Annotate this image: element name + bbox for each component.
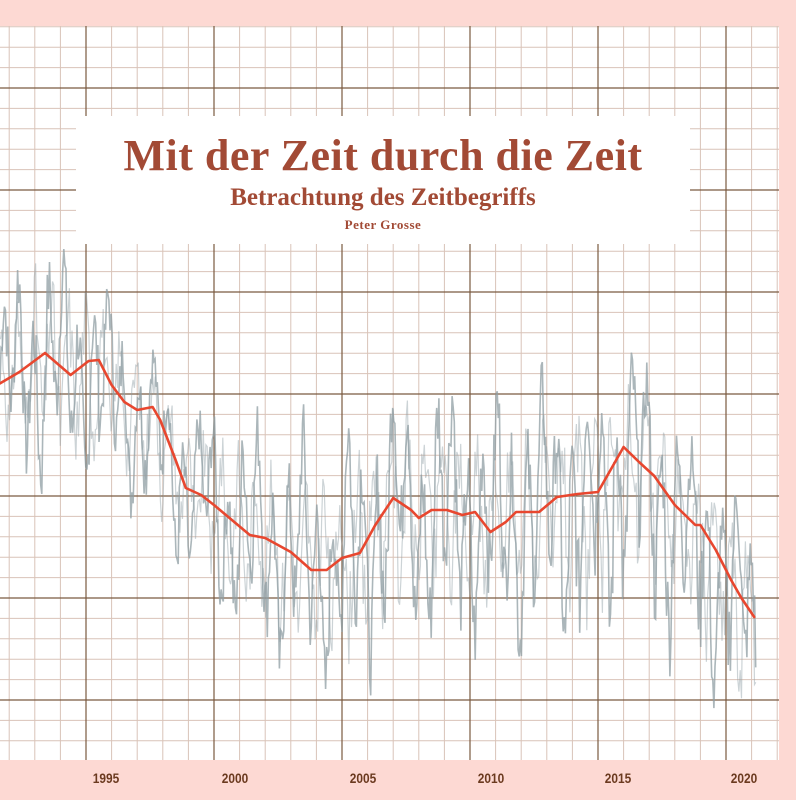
chart-subtitle: Betrachtung des Zeitbegriffs (230, 184, 536, 211)
x-tick-label: 2020 (730, 770, 758, 786)
x-tick-label: 1995 (92, 770, 120, 786)
chart-title: Mit der Zeit durch die Zeit (123, 131, 643, 180)
x-tick-label: 2015 (604, 770, 632, 786)
raw-data-series (0, 249, 757, 709)
trend-line-series (0, 351, 756, 619)
x-tick-label: 2005 (349, 770, 377, 786)
chart-author: Peter Grosse (344, 217, 422, 232)
x-tick-label: 2010 (477, 770, 505, 786)
x-tick-label: 2000 (221, 770, 249, 786)
title-box: Mit der Zeit durch die Zeit Betrachtung … (76, 116, 690, 244)
